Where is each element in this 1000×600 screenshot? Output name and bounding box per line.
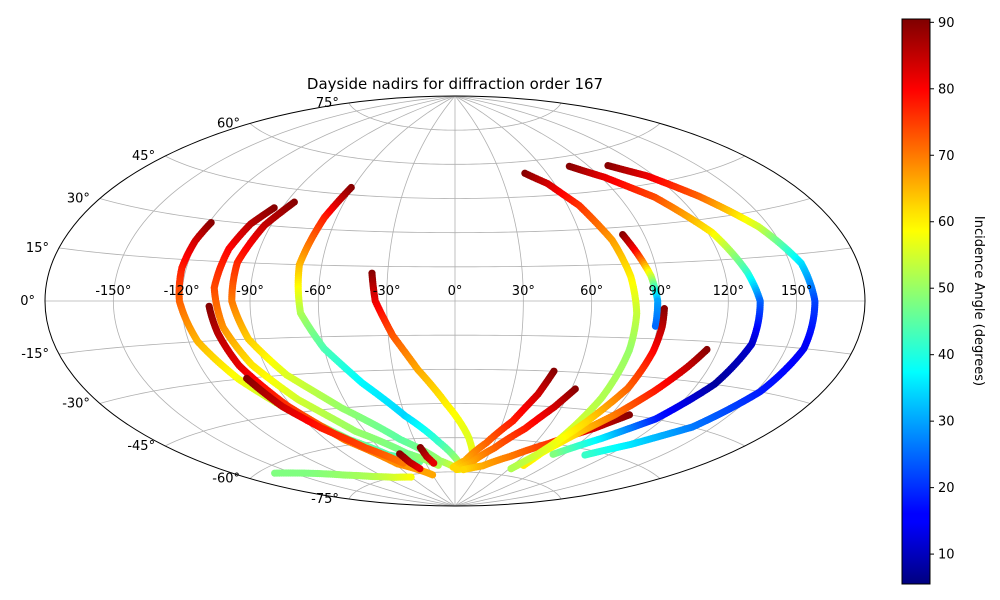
x-tick-label: 30°	[512, 284, 535, 299]
y-tick-label: -30°	[62, 397, 90, 412]
colorbar-tick-label: 70	[938, 149, 955, 164]
data-point	[428, 471, 437, 479]
colorbar-tick-label: 30	[938, 415, 955, 430]
x-tick-label: -120°	[164, 284, 200, 299]
y-tick-label: 0°	[20, 294, 35, 309]
y-tick-label: 30°	[67, 192, 90, 207]
y-tick-label: -45°	[127, 439, 155, 454]
gridlines	[45, 96, 865, 506]
colorbar-tick-label: 10	[938, 548, 955, 563]
colorbar-tick-label: 20	[938, 481, 955, 496]
chart-title: Dayside nadirs for diffraction order 167	[307, 75, 603, 93]
data-point	[549, 450, 557, 458]
data-point	[407, 473, 415, 481]
colorbar-tick-label: 60	[938, 215, 955, 230]
y-tick-label: -15°	[21, 347, 49, 362]
data-point	[507, 465, 515, 473]
x-tick-label: 90°	[648, 284, 671, 299]
x-tick-label: 120°	[713, 284, 744, 299]
x-tick-label: -60°	[304, 284, 332, 299]
colorbar: 10 20 30 40 50 60 70 80 90 Incidence Angle (degr…	[901, 16, 986, 585]
data-point	[430, 459, 438, 467]
colorbar-tick-label: 80	[938, 82, 955, 97]
data-point	[416, 465, 424, 473]
y-tick-label: -60°	[212, 472, 240, 487]
x-tick-labels: -150° -120° -90° -60° -30° 0° 30° 60° 90° 120° 150…	[95, 284, 812, 299]
colorbar-tick-label: 50	[938, 282, 955, 297]
y-tick-label: 45°	[132, 149, 155, 164]
data-point	[453, 465, 461, 474]
colorbar-scale	[901, 18, 931, 585]
colorbar-label: Incidence Angle (degrees)	[971, 216, 986, 386]
data-points	[175, 161, 819, 481]
y-tick-label: 15°	[26, 241, 49, 256]
parallel-line	[249, 123, 661, 165]
colorbar-tick-label: 40	[938, 348, 955, 363]
y-tick-label: -75°	[311, 492, 339, 507]
x-tick-label: 60°	[580, 284, 603, 299]
colorbar-tick-label: 90	[938, 16, 955, 31]
parallel-line	[249, 437, 661, 479]
y-tick-labels: -75° -60° -45° -30° -15° 0° 15° 30° 45° 60° 75°	[20, 96, 339, 507]
x-tick-label: -90°	[236, 284, 264, 299]
colorbar-ticks: 10 20 30 40 50 60 70 80 90	[930, 16, 955, 563]
data-point	[459, 466, 468, 474]
y-tick-label: 75°	[316, 96, 339, 111]
parallel-line	[164, 403, 746, 447]
data-point	[651, 322, 660, 330]
parallel-line	[348, 102, 562, 131]
data-point	[581, 451, 589, 459]
x-tick-label: -30°	[373, 284, 401, 299]
parallel-line	[99, 368, 811, 404]
y-tick-label: 60°	[217, 116, 240, 131]
x-tick-label: 0°	[448, 284, 463, 299]
x-tick-label: 150°	[781, 284, 812, 299]
x-tick-label: -150°	[95, 284, 131, 299]
parallel-line	[58, 334, 852, 355]
map-frame	[44, 95, 866, 507]
